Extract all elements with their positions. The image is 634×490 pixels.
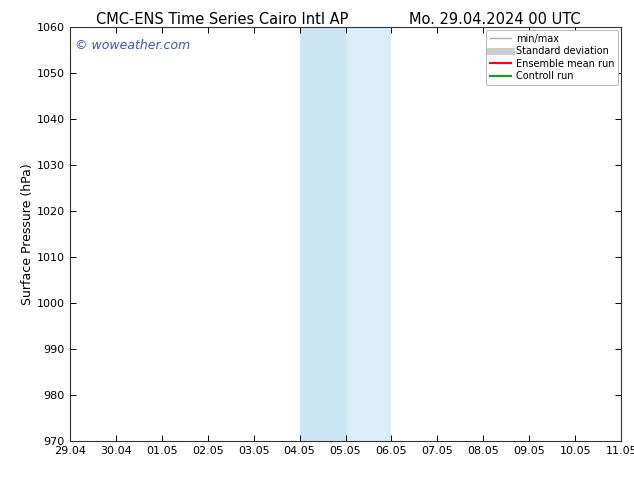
Text: CMC-ENS Time Series Cairo Intl AP: CMC-ENS Time Series Cairo Intl AP: [96, 12, 348, 27]
Text: © woweather.com: © woweather.com: [75, 39, 190, 52]
Bar: [621, 27, 634, 441]
Bar: [299, 27, 346, 441]
Legend: min/max, Standard deviation, Ensemble mean run, Controll run: min/max, Standard deviation, Ensemble me…: [486, 30, 618, 85]
Bar: [346, 27, 391, 441]
Text: Mo. 29.04.2024 00 UTC: Mo. 29.04.2024 00 UTC: [409, 12, 580, 27]
Y-axis label: Surface Pressure (hPa): Surface Pressure (hPa): [21, 163, 34, 305]
